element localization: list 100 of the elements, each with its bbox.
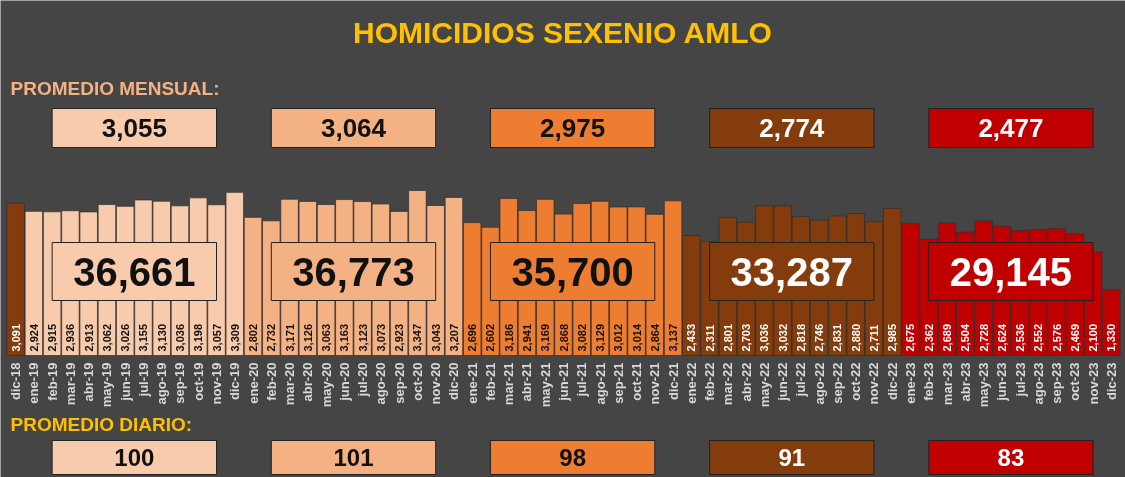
x-tick-label: jul-20 <box>355 362 371 398</box>
data-label: 3,032 <box>776 323 789 352</box>
x-tick-label: jul-23 <box>1012 362 1028 398</box>
x-tick-label: jul-22 <box>793 362 809 398</box>
x-tick-label: ene-20 <box>245 362 261 404</box>
data-label: 2,941 <box>520 323 533 352</box>
data-label: 3,082 <box>575 323 588 352</box>
x-tick-label: sep-19 <box>172 362 188 404</box>
x-tick-label: sep-23 <box>1049 362 1065 404</box>
data-label: 3,155 <box>137 323 150 352</box>
data-label: 2,576 <box>1050 323 1063 352</box>
data-label: 2,703 <box>740 323 753 352</box>
text: 91 <box>778 444 806 471</box>
data-label: 3,129 <box>594 323 607 352</box>
x-tick-label: nov-23 <box>1085 362 1101 405</box>
x-tick-label: oct-22 <box>848 362 864 401</box>
data-label: 3,062 <box>100 323 113 352</box>
x-tick-label: abr-19 <box>81 362 97 402</box>
x-tick-label: sep-21 <box>610 362 626 404</box>
data-label: 3,198 <box>192 323 205 352</box>
annotation: 36,773 <box>292 249 415 294</box>
x-tick-label: dic-22 <box>884 362 900 401</box>
data-label: 2,985 <box>886 323 899 352</box>
data-label: 2,924 <box>27 323 40 352</box>
x-tick-label: dic-23 <box>1103 362 1119 401</box>
data-label: 3,347 <box>411 323 424 352</box>
x-tick-label: ene-22 <box>683 362 699 404</box>
data-label: 3,126 <box>301 323 314 352</box>
x-tick-label: sep-20 <box>391 362 407 404</box>
data-label: 3,043 <box>429 323 442 352</box>
x-tick-label: may-21 <box>537 362 553 408</box>
x-tick-label: abr-22 <box>738 362 754 402</box>
text: 2,774 <box>759 113 825 143</box>
data-label: 2,801 <box>721 323 734 352</box>
data-label: 2,433 <box>685 323 698 352</box>
data-label: 3,137 <box>667 323 680 352</box>
data-label: 3,036 <box>758 323 771 352</box>
x-tick-label: jun-21 <box>556 362 571 402</box>
x-tick-label: oct-20 <box>409 362 425 401</box>
x-tick-label: feb-20 <box>263 362 279 401</box>
data-label: 3,036 <box>173 323 186 352</box>
data-label: 3,186 <box>502 323 515 352</box>
annotation: 33,287 <box>730 249 853 294</box>
data-label: 2,732 <box>265 323 278 352</box>
data-label: 2,831 <box>831 323 844 352</box>
data-label: 1,330 <box>1105 323 1118 352</box>
x-tick-label: jun-20 <box>336 362 352 402</box>
data-label: 3,309 <box>228 323 241 352</box>
x-tick-label: jun-22 <box>775 362 791 402</box>
text: 3,055 <box>101 113 167 143</box>
x-tick-label: jul-21 <box>574 362 590 398</box>
data-label: 2,728 <box>977 323 990 352</box>
data-label: 3,057 <box>210 323 223 352</box>
data-label: 2,362 <box>922 323 935 352</box>
text: 3,064 <box>320 113 387 143</box>
x-tick-label: may-22 <box>756 362 772 408</box>
x-tick-label: oct-19 <box>190 362 206 401</box>
x-tick-label: nov-20 <box>428 362 444 405</box>
x-tick-label: dic-19 <box>227 362 243 401</box>
x-tick-label: mar-22 <box>720 362 736 406</box>
x-tick-label: abr-20 <box>300 362 316 402</box>
data-label: 3,091 <box>9 323 22 352</box>
x-tick-label: may-20 <box>318 362 334 408</box>
data-label: 2,923 <box>393 323 406 352</box>
x-tick-label: feb-21 <box>482 362 498 401</box>
x-tick-label: ago-23 <box>1030 362 1046 405</box>
chart-title: HOMICIDIOS SEXENIO AMLO <box>352 16 772 49</box>
data-label: 2,311 <box>703 324 716 352</box>
x-tick-label: jul-19 <box>135 362 151 398</box>
x-tick-label: dic-20 <box>446 362 462 401</box>
x-tick-label: oct-23 <box>1067 362 1083 401</box>
data-label: 2,711 <box>867 324 880 352</box>
x-tick-label: jun-23 <box>994 362 1010 402</box>
text: PROMEDIO MENSUAL: <box>10 78 220 99</box>
data-label: 2,675 <box>904 323 917 352</box>
x-tick-label: feb-23 <box>921 362 937 401</box>
x-tick-label: may-19 <box>99 362 115 408</box>
data-label: 2,802 <box>247 323 260 352</box>
x-tick-label: mar-19 <box>62 362 78 406</box>
x-tick-label: may-23 <box>976 362 992 408</box>
data-label: 2,469 <box>1068 323 1081 352</box>
x-tick-label: feb-22 <box>702 362 718 401</box>
x-tick-label: mar-21 <box>501 362 517 406</box>
x-tick-label: ago-19 <box>154 362 170 405</box>
text: 100 <box>114 444 155 471</box>
x-tick-label: oct-21 <box>629 362 645 401</box>
x-tick-label: nov-19 <box>209 362 225 405</box>
data-label: 3,063 <box>320 323 333 352</box>
data-label: 2,552 <box>1032 323 1045 352</box>
data-label: 3,207 <box>447 323 460 352</box>
x-tick-label: abr-21 <box>519 362 535 402</box>
x-tick-label: sep-22 <box>829 362 845 404</box>
x-tick-label: dic-18 <box>8 362 24 401</box>
annotation: 29,145 <box>949 249 1073 294</box>
data-label: 2,624 <box>995 323 1008 352</box>
x-tick-label: ago-21 <box>592 362 608 405</box>
x-tick-label: mar-20 <box>282 362 298 406</box>
x-tick-label: dic-21 <box>665 362 681 401</box>
data-label: 2,100 <box>1087 323 1100 352</box>
x-tick-label: ago-22 <box>811 362 827 405</box>
